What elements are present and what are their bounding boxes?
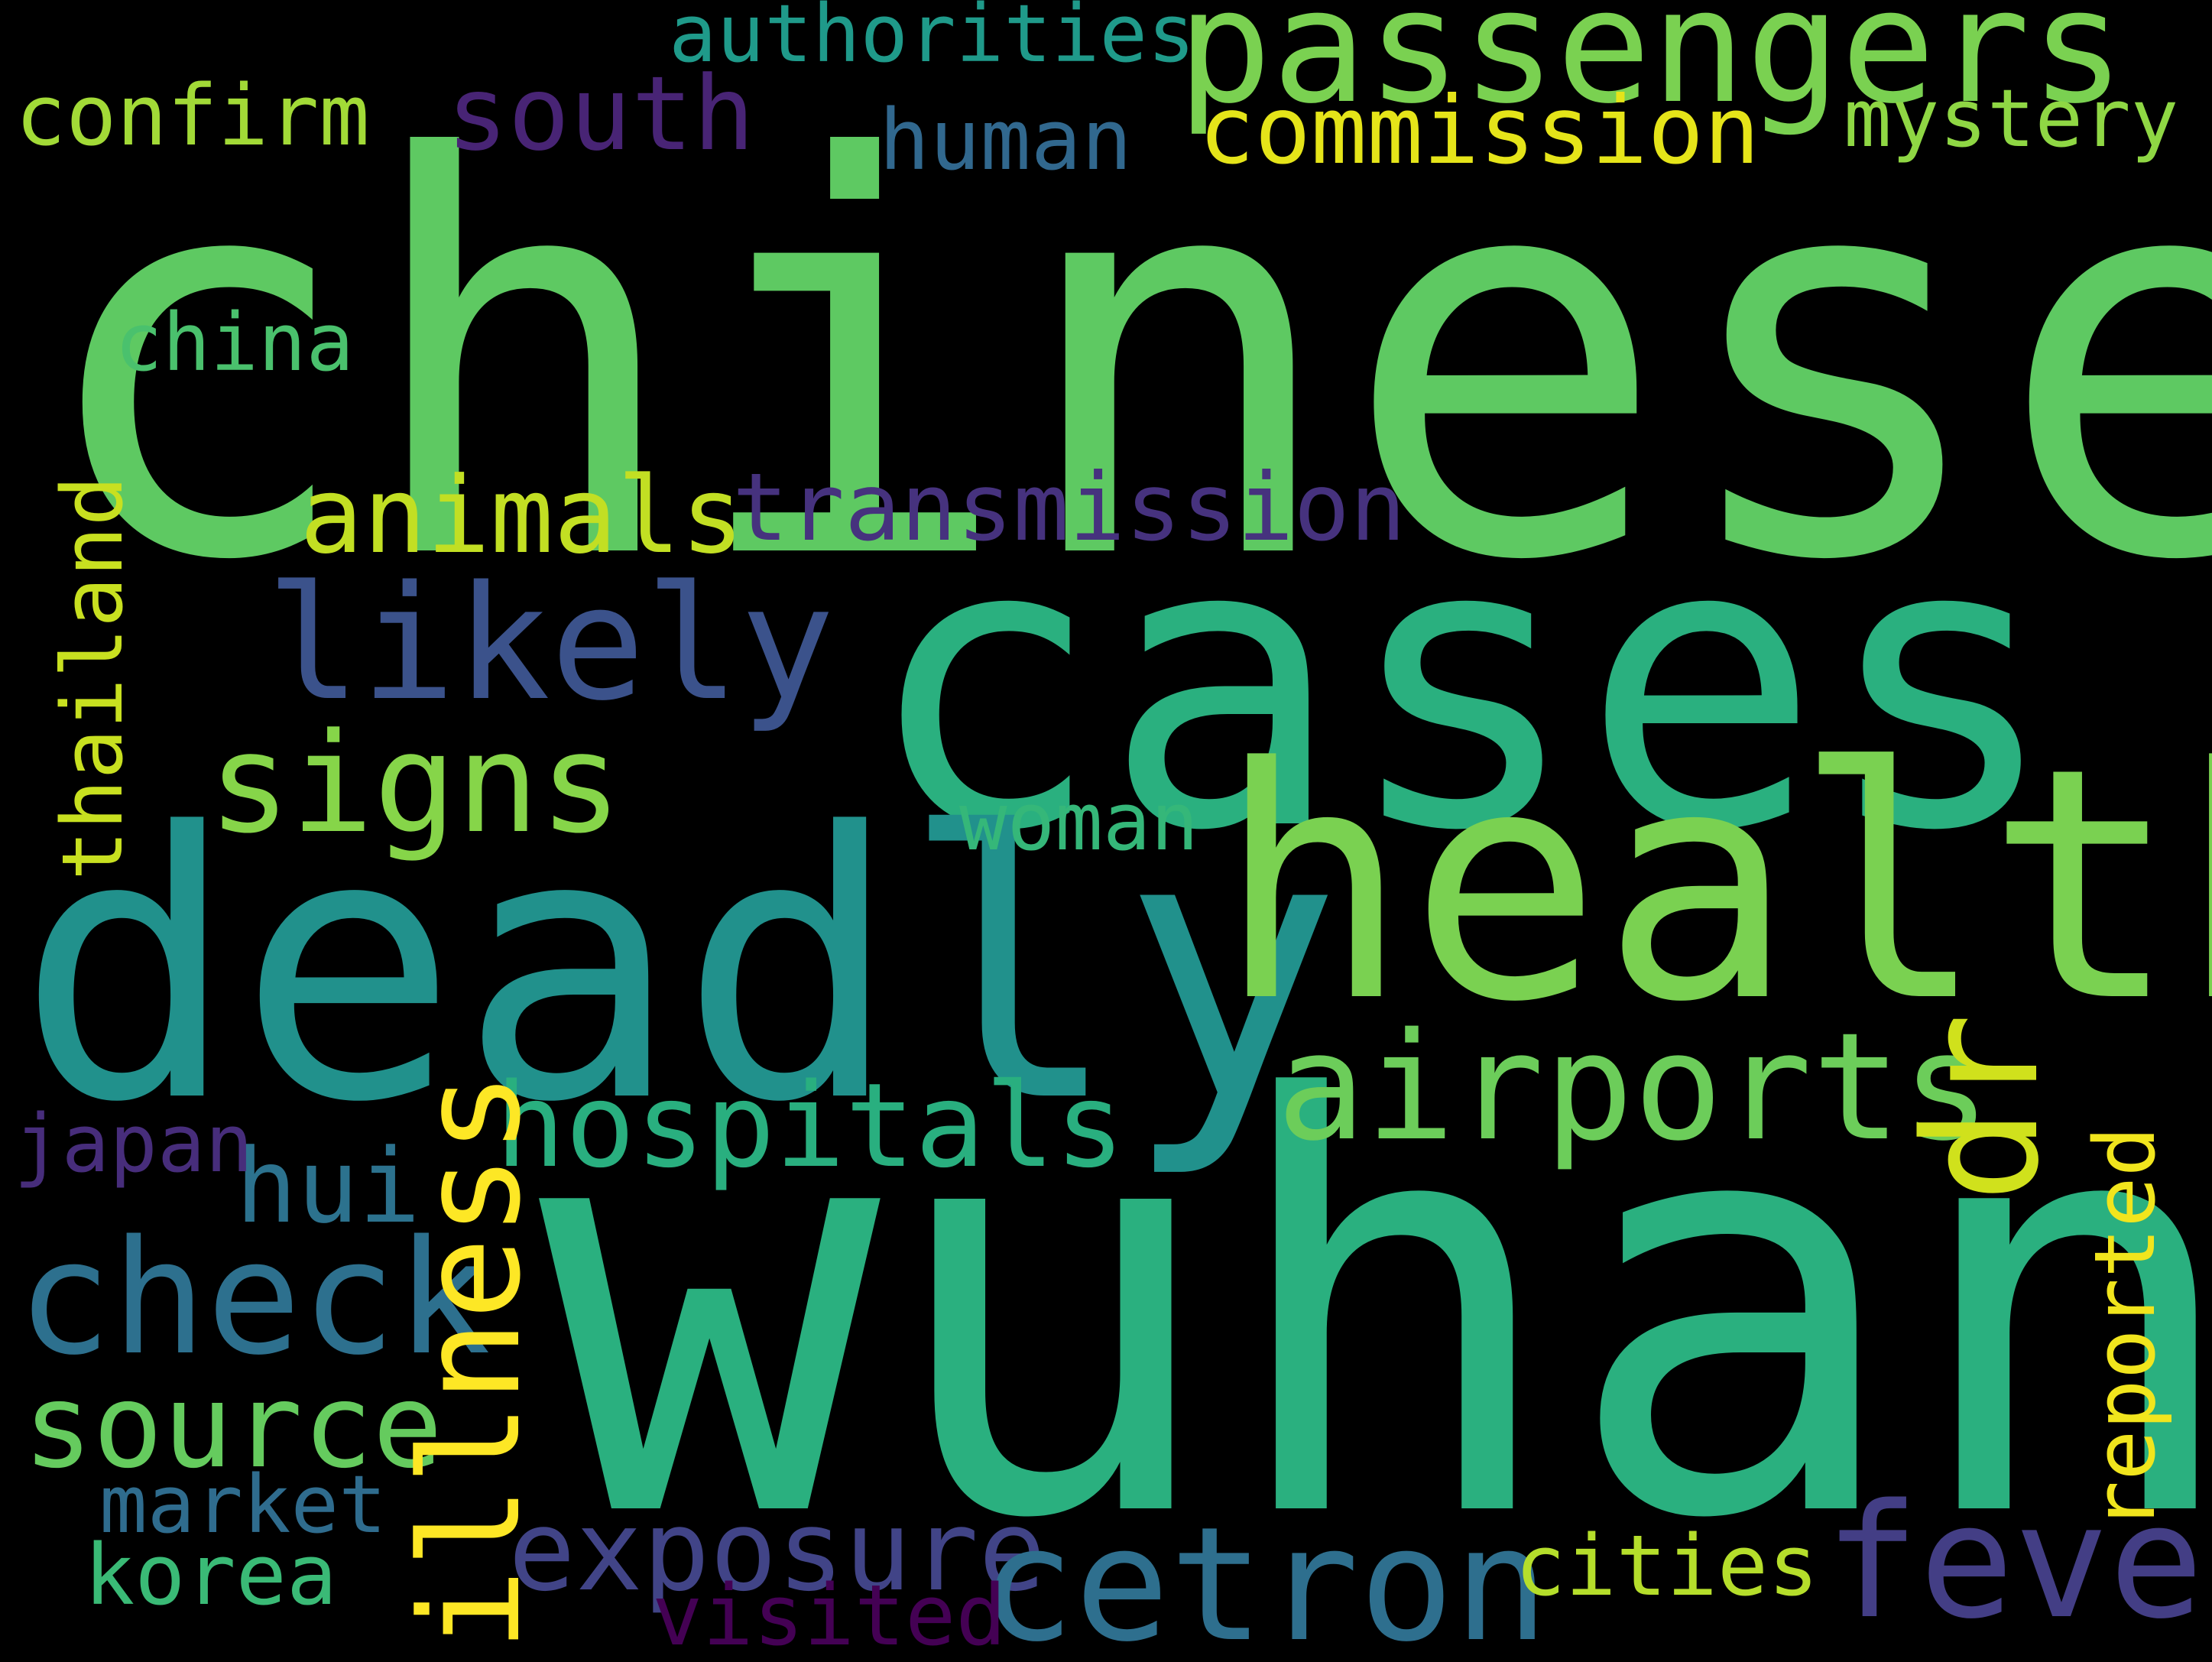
word-check: check	[17, 1206, 491, 1390]
word-animals: animals	[300, 454, 744, 577]
word-illness: illness	[391, 1071, 551, 1651]
word-deadly: deadly	[17, 755, 1342, 1183]
word-market: market	[99, 1458, 387, 1551]
word-fever: fever	[1824, 1470, 2212, 1654]
word-confirm: confirm	[15, 67, 370, 164]
word-commission: commission	[1198, 76, 1760, 185]
word-hospitals: hospitals	[495, 1058, 1125, 1193]
word-visited: visited	[652, 1566, 1007, 1662]
word-dr: dr	[1890, 1012, 2074, 1203]
word-wuhan: wuhan	[539, 982, 2212, 1642]
word-authorities: authorities	[669, 0, 1195, 80]
word-china: china	[115, 296, 355, 389]
word-reported: reported	[2076, 1126, 2174, 1531]
word-exposure: exposure	[508, 1486, 1046, 1616]
word-health: health	[1217, 700, 2212, 1072]
word-korea: korea	[84, 1526, 338, 1624]
word-transmission: transmission	[732, 453, 1406, 562]
word-human: human	[879, 91, 1133, 189]
word-cases: cases	[864, 454, 2061, 917]
word-passengers: passengers	[1177, 0, 2126, 138]
word-chinese: chinese	[31, 45, 2212, 679]
word-airports: airports	[1276, 1001, 1991, 1173]
word-cetron: cetron	[980, 1493, 1549, 1662]
word-likely: likely	[266, 552, 835, 735]
word-source: source	[23, 1358, 443, 1494]
word-thailand: thailand	[44, 476, 141, 881]
word-south: south	[446, 54, 755, 174]
word-signs: signs	[208, 704, 622, 864]
word-woman: woman	[959, 775, 1199, 868]
word-cities: cities	[1515, 1517, 1819, 1615]
word-mystery: mystery	[1844, 72, 2179, 165]
word-hui: hui	[235, 1127, 421, 1246]
word-japan: japan	[14, 1097, 254, 1190]
